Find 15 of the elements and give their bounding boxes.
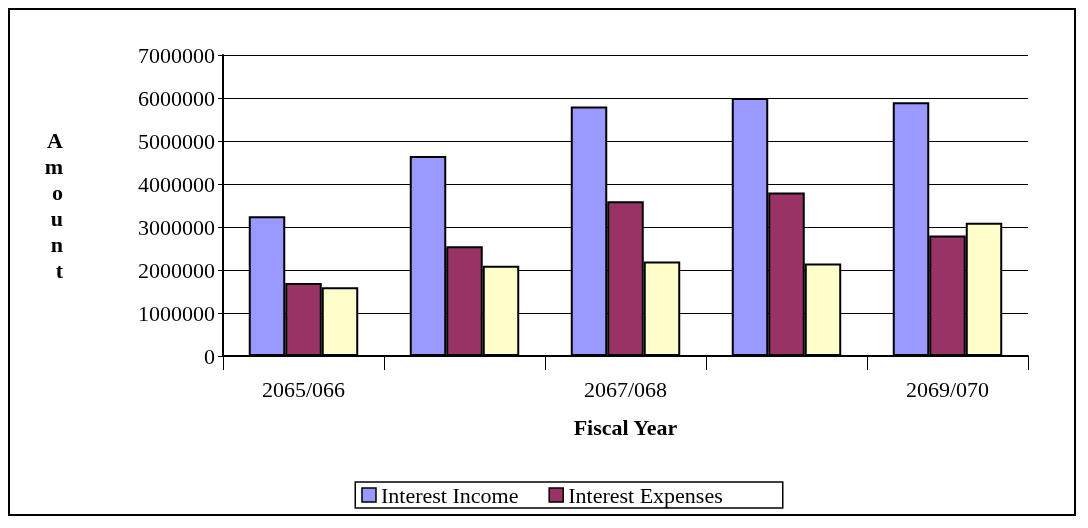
y-tick-label: 4000000	[138, 171, 215, 197]
y-tick-label: 6000000	[138, 85, 215, 111]
y-tick-label: 0	[204, 343, 215, 369]
legend-label: Interest Income	[381, 482, 519, 508]
y-tick-label: 3000000	[138, 214, 215, 240]
x-tick-label: 2067/068	[583, 376, 668, 402]
x-tick-label: 2069/070	[905, 376, 990, 402]
y-axis-title: Amount	[44, 128, 64, 283]
x-axis-title: Fiscal Year	[573, 414, 678, 440]
y-tick-label: 2000000	[138, 257, 215, 283]
y-tick-label: 1000000	[138, 300, 215, 326]
y-tick-label: 7000000	[138, 42, 215, 68]
x-tick-label: 2065/066	[261, 376, 346, 402]
legend-label: Interest Expenses	[568, 482, 723, 508]
y-tick-label: 5000000	[138, 128, 215, 154]
